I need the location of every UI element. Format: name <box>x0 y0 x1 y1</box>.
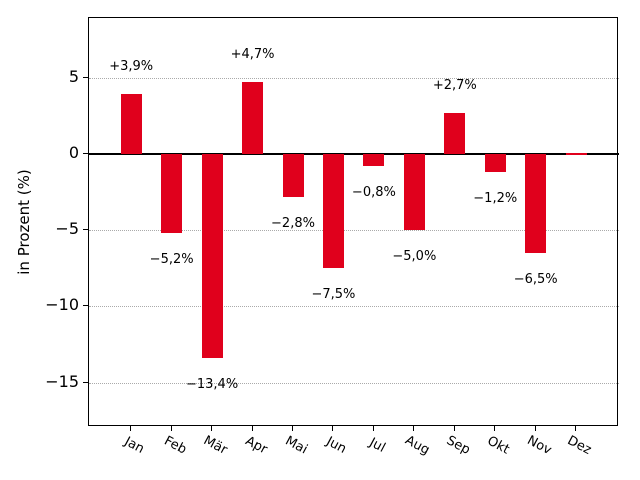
zero-baseline <box>89 152 619 155</box>
x-tick-label-Feb: Feb <box>161 433 189 458</box>
x-tick-mark <box>534 426 536 431</box>
x-tick-mark <box>170 426 172 431</box>
x-tick-mark <box>251 426 253 431</box>
x-tick-label-Jul: Jul <box>366 435 388 456</box>
bar-value-label: −7,5% <box>311 287 356 303</box>
x-tick-mark <box>372 426 374 431</box>
y-gridline <box>89 382 619 384</box>
x-tick-mark <box>413 426 415 431</box>
x-tick-label-Jan: Jan <box>122 434 147 457</box>
bar-Feb <box>161 153 183 234</box>
y-tick-mark <box>83 229 88 231</box>
x-tick-label-Dez: Dez <box>564 433 594 459</box>
bar-value-label: +3,9% <box>109 59 154 75</box>
x-tick-mark <box>292 426 293 431</box>
x-tick-label-Jun: Jun <box>324 434 350 457</box>
y-tick-label: −5 <box>55 219 79 239</box>
bar-value-label: −6,5% <box>513 272 558 288</box>
bar-Nov <box>525 153 547 253</box>
bar-Sep <box>444 112 466 154</box>
x-tick-mark <box>494 426 496 431</box>
bar-value-label: −0,8% <box>351 185 396 201</box>
y-tick-mark <box>83 152 88 154</box>
y-tick-label: −10 <box>45 295 79 315</box>
y-tick-mark <box>83 76 88 78</box>
bar-value-label: −5,0% <box>392 249 437 265</box>
y-gridline <box>89 306 619 308</box>
x-tick-mark <box>211 426 213 431</box>
x-tick-label-Apr: Apr <box>242 433 270 458</box>
x-tick-mark <box>575 426 577 431</box>
bar-Apr <box>242 82 264 154</box>
x-tick-mark <box>332 426 334 431</box>
y-tick-label: −15 <box>45 371 79 391</box>
y-gridline <box>89 230 619 232</box>
bar-value-label: −13,4% <box>185 377 239 393</box>
x-tick-label-Mär: Mär <box>200 433 230 458</box>
x-tick-mark <box>453 426 455 431</box>
bar-Okt <box>484 153 506 173</box>
bar-value-label: −5,2% <box>149 252 194 268</box>
x-tick-label-Okt: Okt <box>484 433 513 458</box>
bar-Dez <box>565 152 587 156</box>
bar-Jul <box>363 153 385 167</box>
y-tick-mark <box>83 381 88 383</box>
y-tick-mark <box>83 305 88 307</box>
x-tick-label-Sep: Sep <box>443 433 473 458</box>
plot-area: +3,9% −5,2% −13,4% +4,7% −2,8% −7,5% −0,8% −5,0… <box>88 17 619 426</box>
y-tick-label: 5 <box>68 66 79 86</box>
bar-value-label: −2,8% <box>271 215 315 231</box>
y-gridline <box>89 77 619 79</box>
bar-value-label: +2,7% <box>432 77 477 93</box>
y-tick-label: 0 <box>68 142 79 162</box>
x-tick-mark <box>130 426 132 431</box>
bar-Mär <box>201 153 223 359</box>
bar-value-label: −1,2% <box>473 191 518 207</box>
bar-value-label: +4,7% <box>230 47 275 63</box>
x-tick-label-Aug: Aug <box>402 432 433 459</box>
bar-Jan <box>120 94 142 154</box>
bar-Mai <box>282 153 304 197</box>
x-tick-label-Nov: Nov <box>524 432 554 459</box>
bar-Jun <box>322 153 344 269</box>
x-tick-label-Mai: Mai <box>282 433 310 458</box>
bar-Aug <box>403 153 425 231</box>
